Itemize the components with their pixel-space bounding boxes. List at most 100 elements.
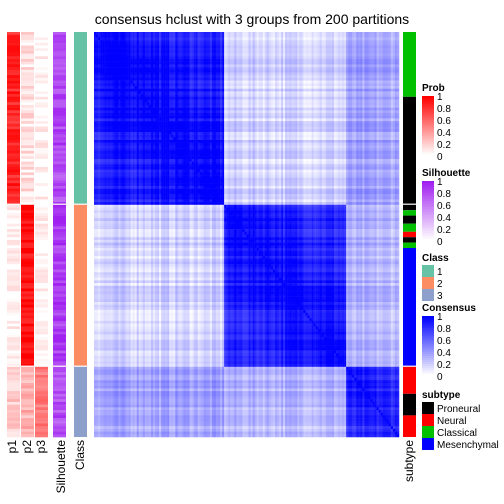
prob-cell <box>7 185 20 189</box>
prob-cell <box>7 275 20 278</box>
consensus-cell <box>112 40 115 44</box>
consensus-cell <box>152 56 156 60</box>
prob-cell <box>21 210 34 214</box>
consensus-cell <box>390 75 394 79</box>
consensus-cell <box>124 110 127 114</box>
consensus-cell <box>116 99 119 103</box>
consensus-cell <box>325 32 329 35</box>
consensus-cell <box>272 104 276 108</box>
consensus-cell <box>272 67 276 71</box>
consensus-cell <box>124 104 127 108</box>
consensus-cell <box>297 80 300 84</box>
consensus-cell <box>354 64 357 68</box>
prob-cell <box>21 53 34 57</box>
consensus-cell <box>157 80 160 84</box>
consensus-cell <box>313 77 316 81</box>
consensus-cell <box>340 42 343 46</box>
consensus-cell <box>390 99 394 103</box>
consensus-cell <box>272 102 276 106</box>
consensus-cell <box>126 77 129 81</box>
consensus-cell <box>285 56 288 60</box>
consensus-cell <box>106 104 109 108</box>
consensus-cell <box>362 94 365 98</box>
consensus-cell <box>256 53 259 57</box>
consensus-cell <box>124 83 127 87</box>
consensus-cell <box>173 102 176 106</box>
consensus-cell <box>317 88 320 92</box>
consensus-cell <box>366 72 369 76</box>
consensus-cell <box>226 53 229 57</box>
consensus-cell <box>213 48 217 52</box>
consensus-cell <box>144 67 148 71</box>
consensus-cell <box>118 61 121 65</box>
consensus-cell <box>293 42 296 46</box>
consensus-cell <box>213 34 217 38</box>
consensus-cell <box>350 40 353 44</box>
consensus-cell <box>167 80 170 84</box>
consensus-cell <box>366 102 369 106</box>
consensus-cell <box>264 96 268 100</box>
consensus-cell <box>305 56 308 60</box>
consensus-cell <box>163 99 166 103</box>
consensus-cell <box>136 64 139 68</box>
consensus-cell <box>291 83 294 87</box>
consensus-cell <box>272 75 276 79</box>
consensus-cell <box>142 77 146 81</box>
consensus-cell <box>199 99 203 103</box>
consensus-cell <box>244 94 247 98</box>
consensus-cell <box>384 67 388 71</box>
consensus-cell <box>274 32 278 35</box>
prob-cell <box>7 231 20 235</box>
consensus-cell <box>213 104 217 108</box>
consensus-cell <box>238 45 241 49</box>
consensus-cell <box>252 45 255 49</box>
prob-cell <box>21 334 34 338</box>
consensus-cell <box>220 61 223 65</box>
consensus-cell <box>165 104 168 108</box>
consensus-cell <box>187 69 190 73</box>
consensus-cell <box>309 104 312 108</box>
consensus-cell <box>159 59 162 62</box>
consensus-cell <box>104 72 107 76</box>
consensus-cell <box>163 72 166 76</box>
consensus-cell <box>388 45 392 49</box>
consensus-cell <box>364 102 367 106</box>
silhouette-cell <box>53 67 66 71</box>
consensus-cell <box>179 94 182 98</box>
consensus-cell <box>378 48 381 52</box>
consensus-cell <box>169 91 172 95</box>
consensus-cell <box>315 67 318 71</box>
prob-cell <box>35 264 48 268</box>
consensus-cell <box>366 53 369 57</box>
consensus-cell <box>305 83 308 87</box>
consensus-cell <box>181 64 184 68</box>
consensus-cell <box>185 83 188 87</box>
consensus-cell <box>177 94 180 98</box>
consensus-cell <box>329 67 333 71</box>
consensus-cell <box>333 34 337 38</box>
consensus-cell <box>197 75 200 79</box>
consensus-cell <box>114 110 117 114</box>
consensus-cell <box>146 32 150 35</box>
consensus-cell <box>140 40 144 44</box>
consensus-cell <box>396 40 400 44</box>
consensus-cell <box>382 64 386 68</box>
consensus-cell <box>362 37 365 41</box>
consensus-cell <box>301 32 304 35</box>
consensus-cell <box>346 64 349 68</box>
consensus-cell <box>386 45 390 49</box>
consensus-cell <box>191 67 194 71</box>
consensus-cell <box>136 69 139 73</box>
consensus-cell <box>266 53 270 57</box>
consensus-cell <box>244 72 247 76</box>
consensus-cell <box>205 69 209 73</box>
consensus-cell <box>270 61 274 65</box>
consensus-cell <box>218 32 221 35</box>
consensus-cell <box>327 88 331 92</box>
consensus-cell <box>165 77 168 81</box>
consensus-cell <box>110 32 113 35</box>
consensus-cell <box>301 86 304 89</box>
consensus-cell <box>352 107 355 111</box>
consensus-cell <box>277 77 280 81</box>
prob-cell <box>35 377 48 381</box>
